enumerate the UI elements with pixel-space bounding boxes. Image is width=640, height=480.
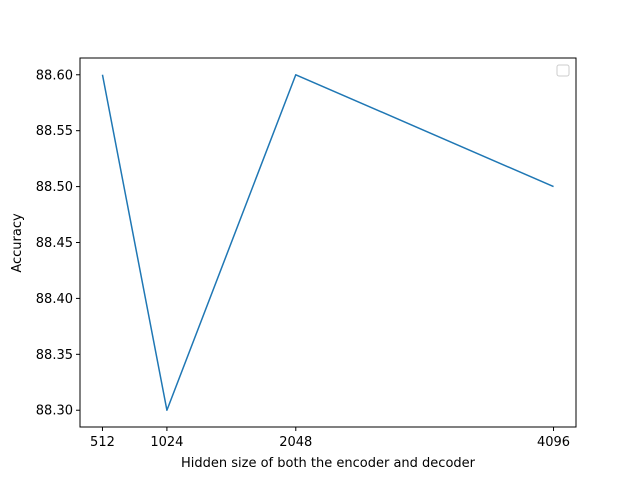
legend-box xyxy=(556,64,570,77)
y-tick-label: 88.50 xyxy=(36,180,73,195)
y-axis: 88.30 88.35 88.40 88.45 88.50 88.55 88.60 xyxy=(36,68,80,419)
y-tick-label: 88.35 xyxy=(36,348,73,363)
x-tick-label: 1024 xyxy=(150,435,183,450)
y-tick-label: 88.45 xyxy=(36,236,73,251)
y-axis-label: Accuracy xyxy=(10,213,25,273)
x-tick-label: 2048 xyxy=(279,435,312,450)
y-tick-label: 88.30 xyxy=(36,404,73,419)
y-tick-label: 88.40 xyxy=(36,292,73,307)
x-axis-label: Hidden size of both the encoder and deco… xyxy=(181,456,476,471)
x-tick-label: 4096 xyxy=(537,435,570,450)
x-axis: 512 1024 2048 4096 xyxy=(90,427,570,450)
series-line-0 xyxy=(101,74,554,411)
x-tick-label: 512 xyxy=(90,435,115,450)
y-tick-label: 88.55 xyxy=(36,124,73,139)
y-tick-label: 88.60 xyxy=(36,68,73,83)
